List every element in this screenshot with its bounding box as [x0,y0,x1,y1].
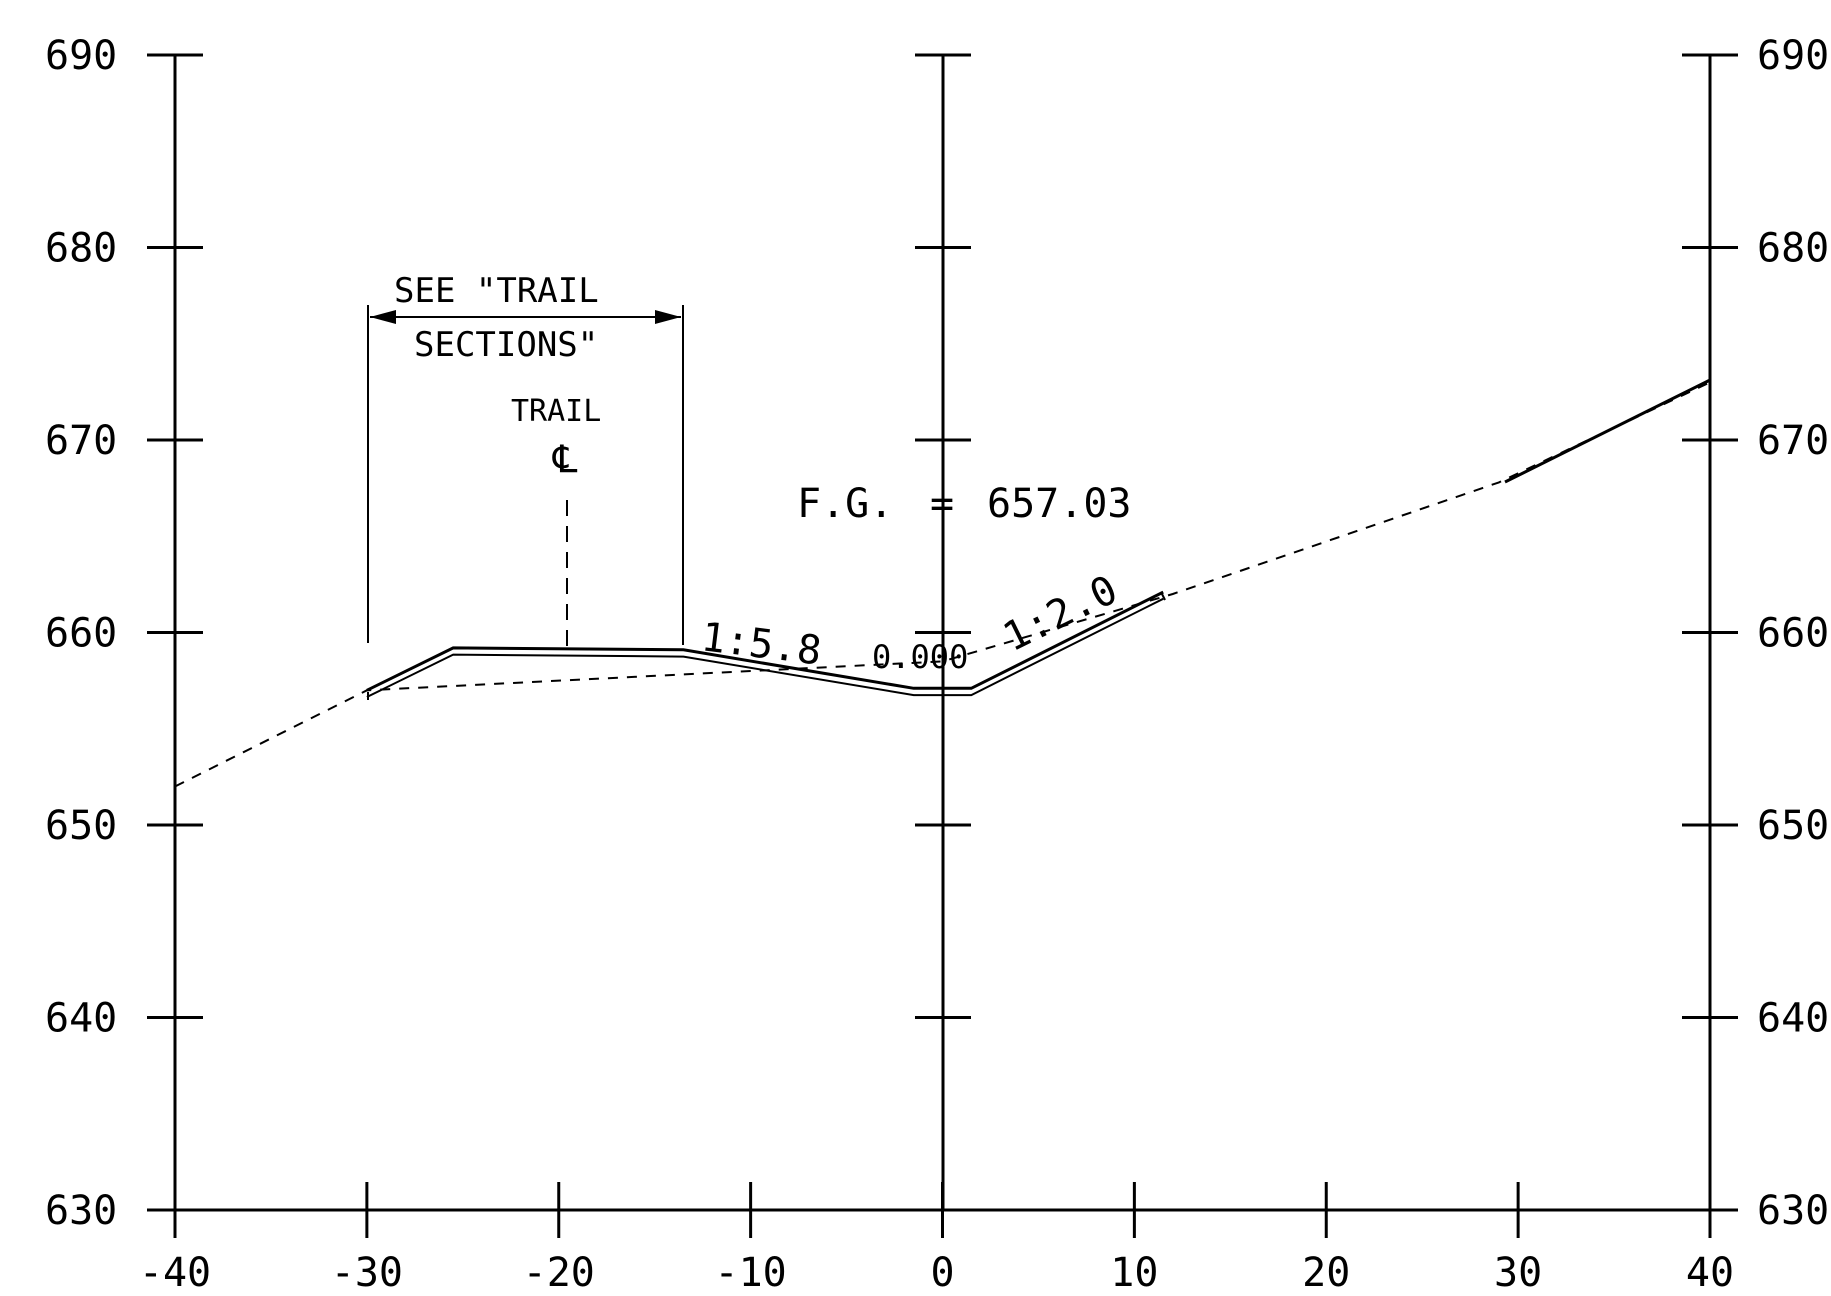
y-tick-label-right: 670 [1757,418,1829,464]
finished-grade-bottom-line [366,597,1164,698]
x-tick-label: 40 [1686,1250,1734,1291]
y-tick-label-right: 660 [1757,611,1829,657]
x-tick-label: -20 [523,1250,595,1291]
y-tick-label-left: 650 [45,803,117,849]
x-tick-label: 20 [1302,1250,1350,1291]
centerline-symbol: ℄ [552,437,578,481]
y-tick-label-right: 640 [1757,996,1829,1042]
finished-grade-top-line [366,590,1164,692]
y-tick-label-left: 660 [45,611,117,657]
slope-zero-label: 0.000 [872,638,968,676]
existing-ground-line [174,381,1711,788]
right-slope-segment [1504,378,1711,484]
x-tick-label: 10 [1110,1250,1158,1291]
x-tick-label: -40 [139,1250,211,1291]
y-tick-label-left: 680 [45,226,117,272]
y-tick-label-left: 670 [45,418,117,464]
grade-right-end [1161,593,1166,601]
y-tick-label-right: 690 [1757,33,1829,79]
arrow-head-left-icon [370,310,396,324]
see-note-line-1: SEE "TRAIL [394,271,599,311]
x-tick-label: -10 [715,1250,787,1291]
fg-value: 657.03 [987,481,1132,527]
y-tick-label-right: 680 [1757,226,1829,272]
y-tick-label-left: 690 [45,33,117,79]
x-tick-label: -30 [331,1250,403,1291]
fg-label: F.G. [797,481,893,527]
slope-right-label: 1:2.0 [996,567,1124,661]
y-tick-label-right: 650 [1757,803,1829,849]
y-tick-label-left: 630 [45,1188,117,1234]
x-tick-label: 30 [1494,1250,1542,1291]
arrow-head-right-icon [655,310,681,324]
fg-equals: = [930,481,954,527]
see-note-line-2: SECTIONS" [414,325,598,365]
trail-label: TRAIL [511,394,601,429]
x-tick-label: 0 [930,1250,954,1291]
slope-left-label: 1:5.8 [699,614,824,674]
y-tick-label-left: 640 [45,996,117,1042]
y-tick-label-right: 630 [1757,1188,1829,1234]
